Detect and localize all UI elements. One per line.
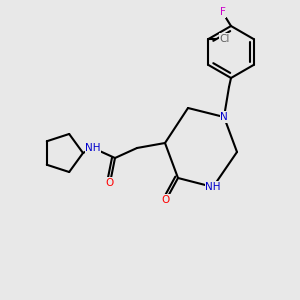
- Text: Cl: Cl: [219, 34, 230, 44]
- Text: F: F: [220, 7, 226, 17]
- Text: N: N: [220, 112, 228, 122]
- Text: O: O: [106, 178, 114, 188]
- Text: NH: NH: [85, 143, 101, 153]
- Text: NH: NH: [205, 182, 221, 192]
- Text: O: O: [162, 195, 170, 205]
